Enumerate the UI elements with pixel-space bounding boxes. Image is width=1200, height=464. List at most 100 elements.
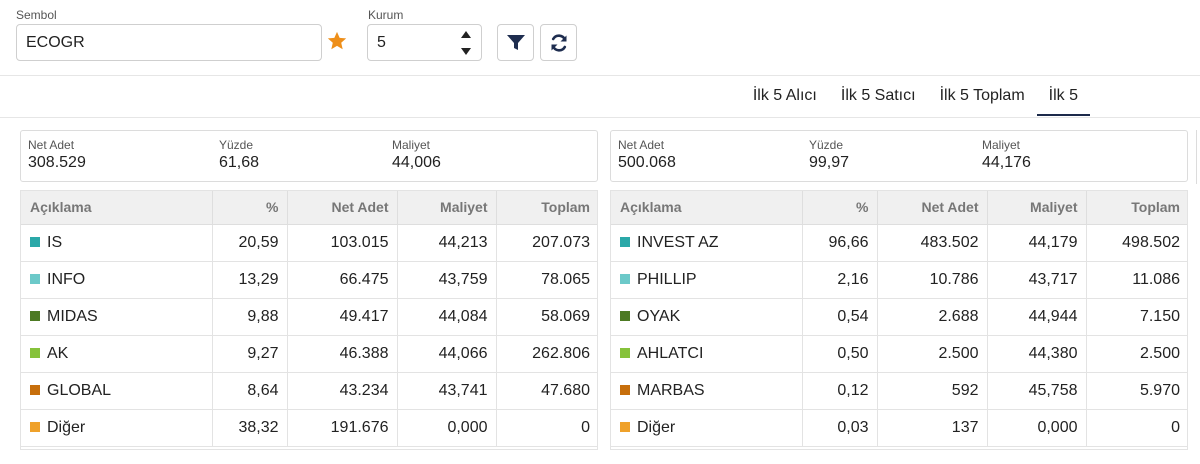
buyers-summary: Net Adet 308.529 Yüzde 61,68 Maliyet 44,…: [20, 130, 598, 182]
header-divider: [0, 75, 1200, 76]
legend-swatch: [620, 421, 630, 432]
column-header-desc[interactable]: Açıklama: [20, 190, 213, 225]
buyers-rows: IS 20,59 103.015 44,213 207.073 INFO 13,29 66.4…: [20, 224, 598, 447]
cost-cell: 0,000: [987, 409, 1087, 447]
broker-name: INVEST AZ: [637, 233, 719, 251]
favorite-star-icon[interactable]: [326, 30, 348, 52]
net-cell: 191.676: [287, 409, 398, 447]
summary-value: 44,176: [982, 154, 1031, 171]
net-cell: 46.388: [287, 335, 398, 373]
broker-name: OYAK: [637, 307, 681, 325]
broker-name: GLOBAL: [47, 381, 112, 399]
stepper-up-icon[interactable]: [461, 31, 471, 38]
cost-cell: 43,717: [987, 261, 1087, 299]
column-header-total[interactable]: Toplam: [1086, 190, 1188, 225]
sellers-table: Açıklama % Net Adet Maliyet Toplam INVES…: [610, 190, 1188, 447]
broker-name: AHLATCI: [637, 344, 704, 362]
column-header-net[interactable]: Net Adet: [287, 190, 398, 225]
cost-cell: 45,758: [987, 372, 1087, 410]
summary-value: 44,006: [392, 154, 441, 171]
refresh-button[interactable]: [540, 24, 577, 61]
column-header-desc[interactable]: Açıklama: [610, 190, 803, 225]
net-cell: 10.786: [877, 261, 988, 299]
table-header-row: Açıklama % Net Adet Maliyet Toplam: [610, 190, 1188, 225]
total-cell: 11.086: [1086, 261, 1188, 299]
pct-cell: 0,50: [802, 335, 878, 373]
table-row[interactable]: INFO 13,29 66.475 43,759 78.065: [20, 261, 598, 299]
column-header-pct[interactable]: %: [212, 190, 288, 225]
pct-cell: 96,66: [802, 224, 878, 262]
table-row[interactable]: Diğer 38,32 191.676 0,000 0: [20, 409, 598, 447]
summary-label: Maliyet: [392, 138, 431, 152]
broker-count-label: Kurum: [368, 8, 404, 22]
pct-cell: 0,03: [802, 409, 878, 447]
tab-top5-buyers[interactable]: İlk 5 Alıcı: [752, 87, 817, 104]
table-row[interactable]: MARBAS 0,12 592 45,758 5.970: [610, 372, 1188, 410]
symbol-input[interactable]: ECOGR: [16, 24, 322, 61]
sellers-cost-summary: Maliyet 44,176: [982, 138, 1031, 172]
column-header-total[interactable]: Toplam: [496, 190, 598, 225]
broker-cell: MARBAS: [610, 372, 803, 410]
sellers-panel: Net Adet 500.068 Yüzde 99,97 Maliyet 44,…: [610, 128, 1188, 458]
total-cell: 58.069: [496, 298, 598, 336]
cost-cell: 43,759: [397, 261, 497, 299]
table-row[interactable]: PHILLIP 2,16 10.786 43,717 11.086: [610, 261, 1188, 299]
filter-button[interactable]: [497, 24, 534, 61]
stepper-arrows[interactable]: [459, 28, 473, 58]
tab-top5[interactable]: İlk 5: [1036, 76, 1091, 116]
table-row[interactable]: OYAK 0,54 2.688 44,944 7.150: [610, 298, 1188, 336]
column-header-net[interactable]: Net Adet: [877, 190, 988, 225]
summary-value: 61,68: [219, 154, 260, 171]
broker-count-stepper[interactable]: 5: [367, 24, 482, 61]
column-header-pct[interactable]: %: [802, 190, 878, 225]
legend-swatch: [620, 236, 630, 247]
buyers-panel: Net Adet 308.529 Yüzde 61,68 Maliyet 44,…: [20, 128, 598, 458]
broker-name: IS: [47, 233, 63, 251]
stepper-down-icon[interactable]: [461, 48, 471, 55]
column-header-cost[interactable]: Maliyet: [987, 190, 1087, 225]
legend-swatch: [620, 310, 630, 321]
broker-name: Diğer: [47, 418, 86, 436]
table-row[interactable]: INVEST AZ 96,66 483.502 44,179 498.502: [610, 224, 1188, 262]
total-cell: 5.970: [1086, 372, 1188, 410]
table-row[interactable]: AK 9,27 46.388 44,066 262.806: [20, 335, 598, 373]
broker-cell: PHILLIP: [610, 261, 803, 299]
total-cell: 0: [496, 409, 598, 447]
pct-cell: 13,29: [212, 261, 288, 299]
net-cell: 592: [877, 372, 988, 410]
cost-cell: 44,213: [397, 224, 497, 262]
table-row[interactable]: IS 20,59 103.015 44,213 207.073: [20, 224, 598, 262]
broker-cell: IS: [20, 224, 213, 262]
total-cell: 2.500: [1086, 335, 1188, 373]
table-row[interactable]: Diğer 0,03 137 0,000 0: [610, 409, 1188, 447]
broker-cell: INFO: [20, 261, 213, 299]
tab-top5-total[interactable]: İlk 5 Toplam: [939, 87, 1025, 104]
cost-cell: 44,944: [987, 298, 1087, 336]
table-row[interactable]: MIDAS 9,88 49.417 44,084 58.069: [20, 298, 598, 336]
total-cell: 207.073: [496, 224, 598, 262]
broker-cell: INVEST AZ: [610, 224, 803, 262]
table-row[interactable]: AHLATCI 0,50 2.500 44,380 2.500: [610, 335, 1188, 373]
broker-name: INFO: [47, 270, 86, 288]
cost-cell: 44,380: [987, 335, 1087, 373]
broker-cell: GLOBAL: [20, 372, 213, 410]
net-cell: 103.015: [287, 224, 398, 262]
symbol-label: Sembol: [16, 8, 57, 22]
cost-cell: 0,000: [397, 409, 497, 447]
buyers-net-summary: Net Adet 308.529: [28, 138, 86, 172]
tab-divider: [0, 117, 1200, 118]
legend-swatch: [30, 421, 40, 432]
pct-cell: 20,59: [212, 224, 288, 262]
total-cell: 0: [1086, 409, 1188, 447]
net-cell: 66.475: [287, 261, 398, 299]
legend-swatch: [30, 384, 40, 395]
total-cell: 47.680: [496, 372, 598, 410]
broker-cell: Diğer: [610, 409, 803, 447]
broker-name: MIDAS: [47, 307, 98, 325]
tab-top5-sellers[interactable]: İlk 5 Satıcı: [840, 87, 916, 104]
table-row[interactable]: GLOBAL 8,64 43.234 43,741 47.680: [20, 372, 598, 410]
column-header-cost[interactable]: Maliyet: [397, 190, 497, 225]
cost-cell: 44,179: [987, 224, 1087, 262]
net-cell: 43.234: [287, 372, 398, 410]
total-cell: 262.806: [496, 335, 598, 373]
